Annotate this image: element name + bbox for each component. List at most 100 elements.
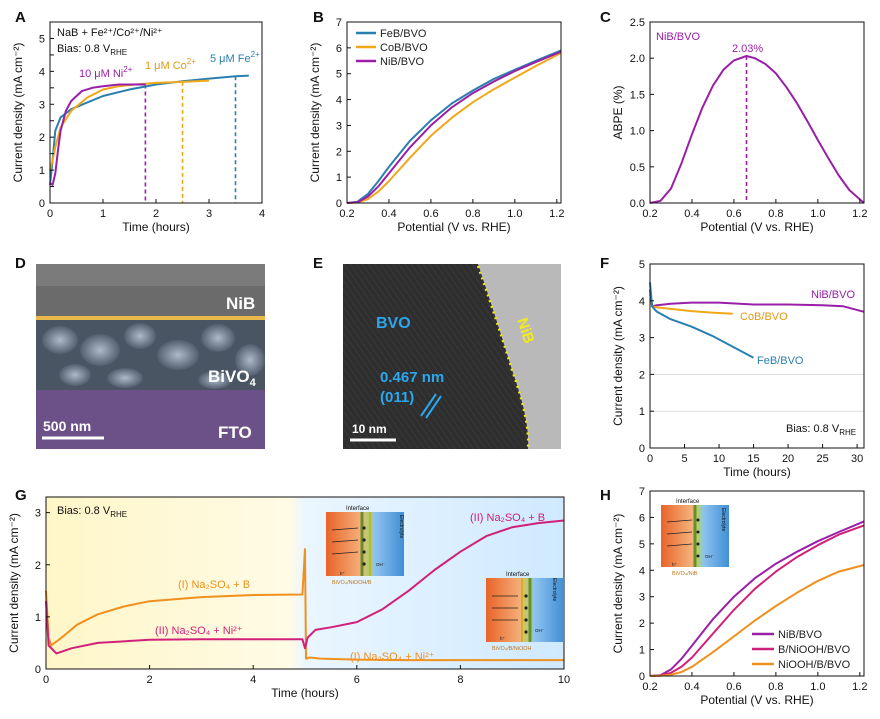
chart-a-legend-line1: NaB + Fe²⁺/Co²⁺/Ni²⁺ <box>57 27 163 39</box>
chart-c-legend: NiB/BVO <box>656 31 700 43</box>
panel-label-h: H <box>600 487 611 504</box>
chart-f-xtick-label: 10 <box>713 453 725 465</box>
chart-a-co-label: 1 μM Co <box>145 60 187 72</box>
chart-c: 0.2 0.4 0.6 0.8 1.0 1.2 0.0 0.5 1.0 1.5 2.0 2.5 Pote… <box>611 17 867 234</box>
chart-b-ytick-label: 4 <box>336 95 342 107</box>
chart-g-xtick-label: 10 <box>558 674 570 686</box>
panel-label-g: G <box>15 487 27 504</box>
chart-g-inset-1: Interface Electrolyte OH⁻ h⁺ BiVO₄/NiOOH… <box>326 506 404 586</box>
chart-g-ytick-label: 3 <box>35 508 41 520</box>
chart-g-label-ii-b: (II) Na₂SO₄ + B <box>470 512 545 524</box>
chart-h-ytick-label: 3 <box>639 592 645 604</box>
chart-h-xtick-label: 1.0 <box>810 681 825 693</box>
chart-a-ylabel: Current density (mA cm⁻²) <box>11 43 25 183</box>
chart-f-xtick-label: 15 <box>747 453 759 465</box>
chart-g-bias-sub: RHE <box>110 510 127 519</box>
chart-f-ytick-label: 1 <box>639 406 645 418</box>
chart-a-ytick-label: 5 <box>39 33 45 45</box>
chart-g-xtick-label: 4 <box>250 674 256 686</box>
chart-c-ytick-label: 0.0 <box>630 198 645 210</box>
chart-a-annotations: NaB + Fe²⁺/Co²⁺/Ni²⁺ Bias: 0.8 VRHE 10 μ… <box>57 27 260 80</box>
chart-a-xtick-label: 3 <box>206 208 212 220</box>
chart-g-xtick-label: 2 <box>147 674 153 686</box>
chart-a-bias: Bias: 0.8 V <box>57 43 111 55</box>
chart-f-bias-sub: RHE <box>839 428 856 437</box>
tem-lattice-marker-1 <box>420 393 437 417</box>
inset-g2-h: h⁺ <box>500 636 506 641</box>
chart-b-xtick-label: 1.2 <box>549 208 564 220</box>
chart-h-ytick-label: 4 <box>639 565 645 577</box>
chart-b-xtick-label: 0.2 <box>339 208 354 220</box>
chart-a-co-sup: 2+ <box>187 57 196 66</box>
tem-spacing-label: 0.467 nm <box>380 369 444 386</box>
chart-c-xtick-label: 1.2 <box>852 208 867 220</box>
chart-c-ytick-label: 0.5 <box>630 162 645 174</box>
chart-f-ytick-label: 3 <box>639 333 645 345</box>
chart-a-ytick-label: 0 <box>39 198 45 210</box>
chart-h-ytick-label: 0 <box>639 671 645 683</box>
inset-g1-interface: Interface <box>346 506 370 512</box>
chart-g-xtick-label: 0 <box>43 674 49 686</box>
chart-g-xtick-label: 6 <box>354 674 360 686</box>
chart-b-xtick-label: 0.6 <box>423 208 438 220</box>
chart-a-ytick-label: 4 <box>39 66 45 78</box>
chart-g: 0 2 4 6 8 10 0 1 2 3 Time (hours) Current density (… <box>7 496 570 700</box>
legend-cob: CoB/BVO <box>380 42 428 54</box>
inset-h-caption: BiVO₄/NiB <box>672 571 698 577</box>
chart-c-ytick-label: 1.0 <box>630 126 645 138</box>
chart-h-frame <box>649 490 865 677</box>
chart-b-series-1 <box>346 52 562 204</box>
chart-h-xtick-label: 0.2 <box>642 681 657 693</box>
chart-c-peak-label: 2.03% <box>732 43 763 55</box>
chart-c-ytick-label: 1.5 <box>630 89 645 101</box>
sem-scale-label: 500 nm <box>43 418 91 434</box>
panel-label-c: C <box>600 9 611 26</box>
chart-g-ytick-label: 1 <box>35 612 41 624</box>
svg-text:BiVO4: BiVO4 <box>208 367 257 389</box>
chart-f-xtick-label: 5 <box>681 453 687 465</box>
legend-nib: NiB/BVO <box>380 56 424 68</box>
chart-b-ytick-label: 7 <box>336 17 342 29</box>
chart-g-ytick-label: 0 <box>35 664 41 676</box>
chart-f-xtick-label: 25 <box>816 453 828 465</box>
chart-f-xlabel: Time (hours) <box>723 465 791 479</box>
chart-h-xtick-label: 1.2 <box>852 681 867 693</box>
chart-h-series-2 <box>649 564 865 677</box>
chart-h-legend: NiB/BVO B/NiOOH/BVO NiOOH/B/BVO <box>752 629 851 671</box>
chart-b-ytick-label: 5 <box>336 69 342 81</box>
sem-nib-label: NiB <box>226 294 255 313</box>
chart-h-ytick-label: 7 <box>639 486 645 498</box>
chart-a-fe-label: 5 μM Fe <box>210 53 251 65</box>
sem-bivo-label: BiVO <box>208 367 250 386</box>
chart-g-series-0 <box>45 548 564 662</box>
chart-h-ytick-label: 5 <box>639 539 645 551</box>
chart-g-ylabel: Current density (mA cm⁻²) <box>7 513 21 653</box>
chart-a-series-1 <box>49 79 210 171</box>
chart-g-bias: Bias: 0.8 V <box>57 505 111 517</box>
chart-f-ytick-label: 5 <box>639 259 645 271</box>
chart-h-series-0 <box>649 520 865 677</box>
chart-h-ytick-label: 1 <box>639 645 645 657</box>
tem-image: NiB BVO 0.467 nm (011) 10 nm <box>343 264 561 450</box>
chart-a-xtick-label: 1 <box>100 208 106 220</box>
panel-label-a: A <box>15 9 26 26</box>
svg-text:Bias: 0.8 VRHE: Bias: 0.8 VRHE <box>57 43 127 57</box>
legend-h-nib: NiB/BVO <box>778 629 822 641</box>
chart-a-series-2 <box>49 83 146 186</box>
chart-b-ytick-label: 3 <box>336 120 342 132</box>
chart-b-ytick-label: 0 <box>336 198 342 210</box>
chart-g-xtick-label: 8 <box>457 674 463 686</box>
chart-h-xtick-label: 0.6 <box>726 681 741 693</box>
chart-f-ylabel: Current density (mA cm⁻²) <box>611 286 625 426</box>
tem-interface-line <box>476 265 530 450</box>
chart-f-xtick-label: 30 <box>851 453 863 465</box>
chart-a-xtick-label: 4 <box>259 208 265 220</box>
chart-f-ytick-label: 4 <box>639 296 645 308</box>
chart-f-series-0 <box>649 289 865 313</box>
chart-c-xtick-label: 0.2 <box>642 208 657 220</box>
chart-g-label-ii-ni: (II) Na₂SO₄ + Ni²⁺ <box>155 625 243 637</box>
chart-c-ytick-label: 2.0 <box>630 53 645 65</box>
inset-g2-electrolyte: Electrolyte <box>551 578 557 602</box>
legend-h-bniooh: B/NiOOH/BVO <box>778 644 851 656</box>
chart-c-series-0 <box>649 55 865 204</box>
